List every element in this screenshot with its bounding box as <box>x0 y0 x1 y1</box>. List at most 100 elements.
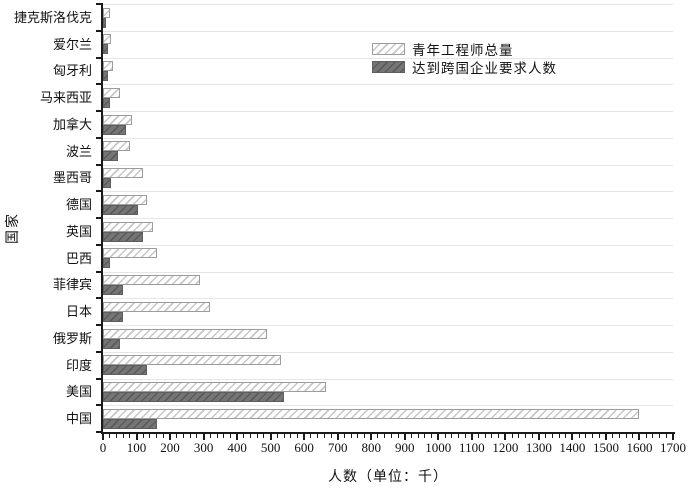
legend-entry-total: 青年工程师总量 <box>372 40 557 58</box>
x-tick-label: 200 <box>160 440 180 455</box>
legend-entry-qualified: 达到跨国企业要求人数 <box>372 58 557 76</box>
bar-row <box>103 244 673 272</box>
x-minor-tick <box>545 434 547 438</box>
x-minor-tick <box>263 434 265 438</box>
x-minor-tick <box>223 434 225 438</box>
bar-row <box>103 137 673 165</box>
x-axis-title: 人数（单位：千） <box>328 470 448 485</box>
x-tick-label: 0 <box>99 440 107 455</box>
y-tick <box>96 3 103 5</box>
total-bar <box>103 87 120 98</box>
x-minor-tick <box>612 434 614 438</box>
x-major-tick <box>403 434 406 440</box>
x-minor-tick <box>645 434 647 438</box>
category-label: 中国 <box>65 411 92 427</box>
total-bar <box>103 168 144 178</box>
x-minor-tick <box>176 434 178 438</box>
x-minor-tick <box>290 434 292 438</box>
x-minor-tick <box>558 434 560 438</box>
y-tick <box>96 190 103 193</box>
x-minor-tick <box>350 434 352 438</box>
x-major-tick <box>571 434 574 440</box>
category-label: 捷克斯洛伐克 <box>13 9 92 25</box>
y-tick <box>96 83 103 86</box>
x-tick-label: 500 <box>260 440 281 455</box>
bar-row <box>103 218 673 245</box>
category-label: 美国 <box>65 384 92 400</box>
y-axis-line <box>101 4 103 434</box>
qualified-bar <box>103 258 110 269</box>
y-tick <box>96 56 103 59</box>
qualified-series-swatch-icon <box>372 61 405 73</box>
x-minor-tick <box>377 434 379 438</box>
x-minor-tick <box>665 434 667 438</box>
x-major-tick <box>504 434 507 440</box>
total-bar <box>103 7 110 18</box>
x-minor-tick <box>390 434 392 438</box>
x-tick-label: 400 <box>227 440 247 455</box>
x-minor-tick <box>598 434 600 438</box>
x-minor-tick <box>491 434 493 438</box>
x-tick-label: 1200 <box>492 440 519 455</box>
category-label: 匈牙利 <box>52 63 92 79</box>
x-minor-tick <box>444 434 446 438</box>
x-minor-tick <box>592 434 594 438</box>
bar-row <box>103 405 673 432</box>
category-label: 波兰 <box>65 143 92 159</box>
x-tick-label: 1500 <box>592 440 619 455</box>
x-minor-tick <box>457 434 459 438</box>
x-minor-tick <box>122 434 124 438</box>
x-minor-tick <box>659 434 661 438</box>
x-minor-tick <box>652 434 654 438</box>
category-label: 印度 <box>65 357 92 373</box>
x-minor-tick <box>129 434 131 438</box>
total-bar <box>103 328 268 339</box>
y-tick <box>96 350 103 353</box>
category-label: 巴西 <box>65 250 92 266</box>
x-minor-tick <box>578 434 580 438</box>
x-minor-tick <box>196 434 198 438</box>
bar-row <box>103 298 673 325</box>
x-minor-tick <box>343 434 345 438</box>
bar-row <box>103 30 673 58</box>
x-minor-tick <box>243 434 245 438</box>
y-tick <box>96 110 103 112</box>
y-tick <box>96 431 103 433</box>
x-tick-label: 1000 <box>425 440 452 455</box>
category-label: 加拿大 <box>52 116 92 132</box>
x-minor-tick <box>162 434 164 438</box>
category-labels: 捷克斯洛伐克 爱尔兰 匈牙利 马来西亚 加拿大 波兰 墨西哥 德国 英国 巴西 菲律宾 日本 俄罗斯 印度… <box>0 4 97 432</box>
qualified-bar <box>103 178 112 188</box>
total-bar <box>103 114 132 125</box>
x-minor-tick <box>484 434 486 438</box>
qualified-bar <box>103 17 107 28</box>
x-minor-tick <box>632 434 634 438</box>
x-axis-line <box>101 432 675 434</box>
x-tick-label: 1400 <box>559 440 586 455</box>
x-major-tick <box>202 434 205 440</box>
bar-row <box>103 325 673 352</box>
x-minor-tick <box>296 434 298 438</box>
total-bar <box>103 275 201 285</box>
legend: 青年工程师总量 达到跨国企业要求人数 <box>372 40 557 76</box>
x-minor-tick <box>310 434 312 438</box>
x-minor-tick <box>216 434 218 438</box>
x-minor-tick <box>323 434 325 438</box>
x-major-tick <box>102 434 104 440</box>
x-major-tick <box>169 434 172 440</box>
x-minor-tick <box>410 434 412 438</box>
bar-row <box>103 351 673 379</box>
total-bar <box>103 141 130 152</box>
bar-row <box>103 111 673 138</box>
y-tick <box>96 243 103 246</box>
x-tick-label: 700 <box>327 440 348 455</box>
x-minor-tick <box>618 434 620 438</box>
x-minor-tick <box>182 434 184 438</box>
x-major-tick <box>604 434 607 440</box>
x-minor-tick <box>585 434 587 438</box>
total-series-swatch-icon <box>372 43 405 55</box>
bar-row <box>103 164 673 192</box>
y-tick <box>96 136 103 139</box>
x-tick-label: 300 <box>193 440 214 455</box>
total-bar <box>103 61 114 71</box>
